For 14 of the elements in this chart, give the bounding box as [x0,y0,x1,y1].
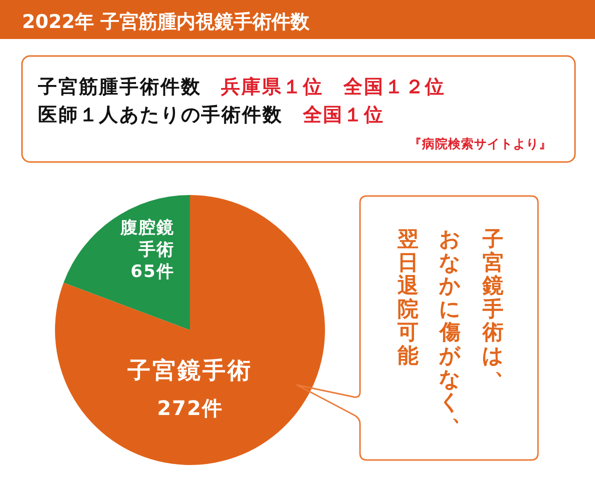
text: 子宮鏡手術は、 [482,227,516,379]
text: 医師１人あたりの手術件数 [38,104,283,126]
pie-slice [55,195,325,465]
data-label: 272件 [157,396,223,420]
slice-label: 腹腔鏡手術 [119,218,174,260]
text: 全国１位 [302,104,384,126]
chart-title: 2022年 子宮筋腫内視鏡手術件数 [22,11,310,33]
text: 子宮筋腫手術件数 [37,76,202,98]
text: 翌日退院可能 [396,227,418,368]
text: おなかに傷がなく、 [439,227,472,426]
text: 『病院検索サイトより』 [409,136,552,151]
data-label: 65件 [130,262,174,282]
slice-label: 子宮鏡手術 [126,357,252,384]
text: 兵庫県１位 全国１２位 [220,76,446,98]
